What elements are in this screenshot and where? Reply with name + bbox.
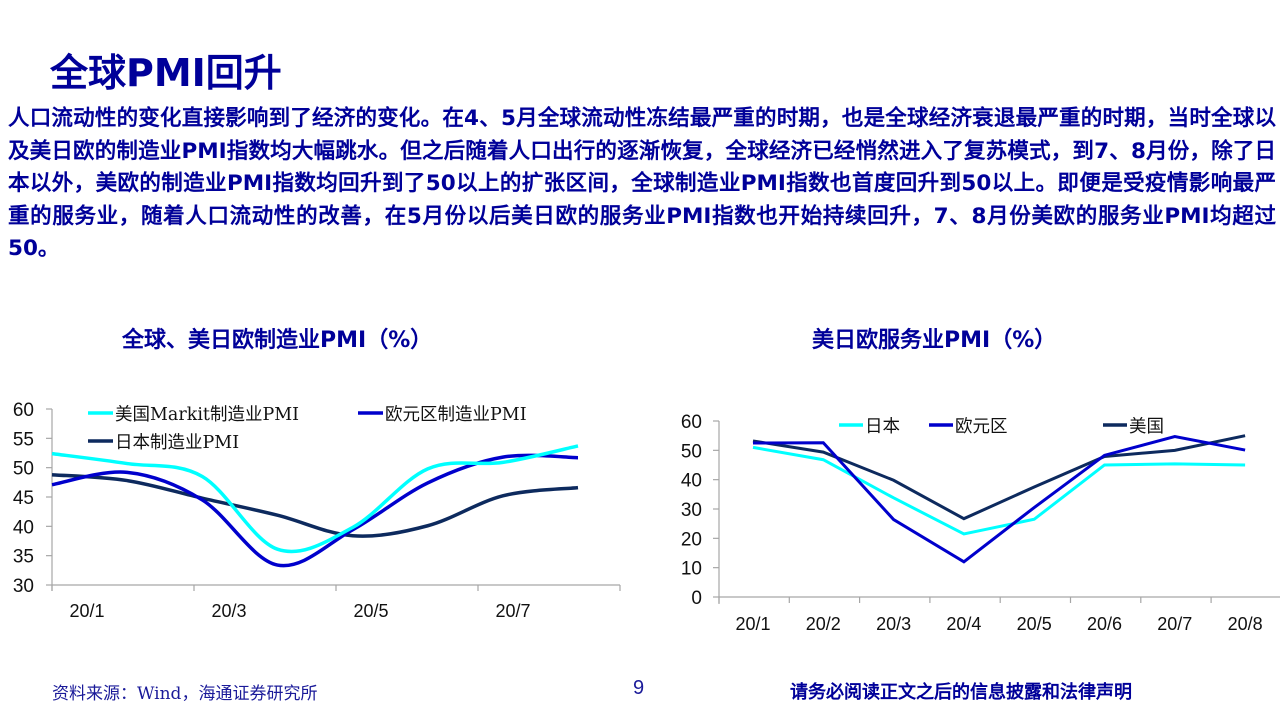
x-tick-label: 20/8 bbox=[1228, 614, 1263, 634]
legend-label: 日本制造业PMI bbox=[115, 433, 239, 453]
legend-label: 日本 bbox=[865, 417, 900, 437]
legend-label: 美国 bbox=[1129, 417, 1164, 437]
y-tick-label: 50 bbox=[681, 441, 702, 462]
x-tick-label: 20/2 bbox=[806, 614, 841, 634]
y-tick-label: 0 bbox=[691, 588, 702, 609]
slide-title: 全球PMI回升 bbox=[50, 51, 282, 95]
y-tick-label: 60 bbox=[681, 412, 702, 433]
y-tick-label: 30 bbox=[13, 576, 34, 597]
y-tick-label: 20 bbox=[681, 529, 702, 550]
y-tick-label: 60 bbox=[13, 400, 34, 421]
x-tick-label: 20/5 bbox=[353, 601, 388, 621]
series-line bbox=[51, 453, 579, 568]
y-tick-label: 40 bbox=[681, 471, 702, 492]
series-line bbox=[51, 444, 579, 554]
x-tick-label: 20/3 bbox=[211, 601, 246, 621]
chart-title-manufacturing: 全球、美日欧制造业PMI（%） bbox=[122, 328, 433, 353]
body-paragraph: 人口流动性的变化直接影响到了经济的变化。在4、5月全球流动性冻结最严重的时期，也… bbox=[8, 106, 1276, 261]
series-lines bbox=[752, 434, 1246, 564]
manufacturing-pmi-chart: 60 55 50 45 40 35 30 20/1 20/3 20/5 20/7 美国Markit… bbox=[13, 400, 621, 621]
x-ticks: 20/1 20/2 20/3 20/4 20/5 20/6 20/7 20/8 bbox=[718, 597, 1263, 634]
legend: 日本 欧元区 美国 bbox=[839, 417, 1164, 437]
source-note: 资料来源：Wind，海通证券研究所 bbox=[52, 684, 318, 704]
series-lines bbox=[51, 444, 579, 568]
y-tick-label: 30 bbox=[681, 500, 702, 521]
y-tick-label: 40 bbox=[13, 517, 34, 538]
page-number: 9 bbox=[633, 677, 645, 699]
legal-disclaimer-link[interactable]: 请务必阅读正文之后的信息披露和法律声明 bbox=[790, 682, 1132, 703]
y-tick-label: 55 bbox=[13, 429, 34, 450]
x-tick-label: 20/7 bbox=[1157, 614, 1192, 634]
legend-label: 欧元区制造业PMI bbox=[385, 405, 527, 425]
x-tick-label: 20/7 bbox=[495, 601, 530, 621]
y-tick-label: 35 bbox=[13, 547, 34, 568]
series-line bbox=[752, 445, 1246, 536]
x-tick-label: 20/3 bbox=[876, 614, 911, 634]
chart-title-services: 美日欧服务业PMI（%） bbox=[812, 328, 1057, 353]
x-tick-label: 20/1 bbox=[69, 601, 104, 621]
x-tick-label: 20/1 bbox=[735, 614, 770, 634]
series-line bbox=[51, 472, 579, 538]
y-ticks: 60 55 50 45 40 35 30 bbox=[13, 400, 52, 597]
series-line bbox=[752, 435, 1246, 564]
x-tick-label: 20/5 bbox=[1017, 614, 1052, 634]
x-tick-label: 20/4 bbox=[946, 614, 981, 634]
y-ticks: 60 50 40 30 20 10 0 bbox=[681, 412, 719, 609]
x-ticks: 20/1 20/3 20/5 20/7 bbox=[51, 585, 621, 621]
legend-label: 美国Markit制造业PMI bbox=[115, 405, 299, 425]
y-tick-label: 50 bbox=[13, 459, 34, 480]
y-tick-label: 10 bbox=[681, 559, 702, 580]
y-tick-label: 45 bbox=[13, 488, 34, 509]
legend: 美国Markit制造业PMI 欧元区制造业PMI 日本制造业PMI bbox=[88, 405, 527, 453]
x-tick-label: 20/6 bbox=[1087, 614, 1122, 634]
legend-label: 欧元区 bbox=[955, 417, 1008, 437]
